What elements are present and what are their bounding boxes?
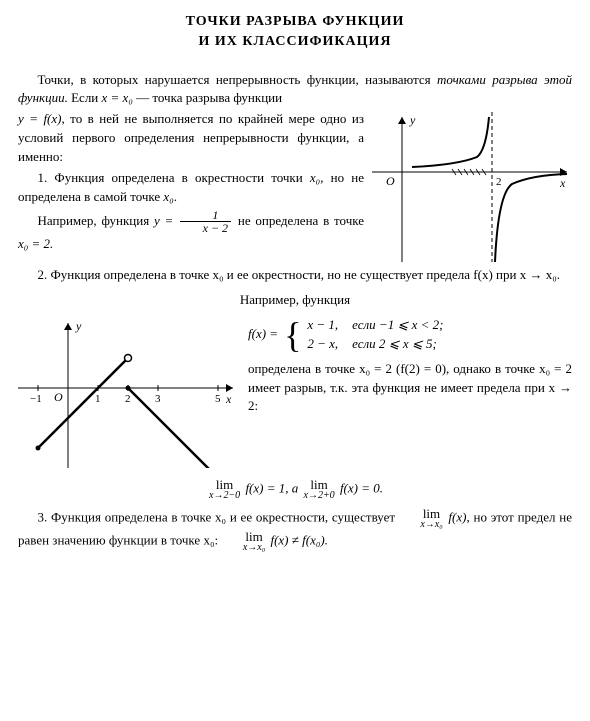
- intro-para: Точки, в которых нарушается непрерывност…: [18, 71, 572, 109]
- page-title: ТОЧКИ РАЗРЫВА ФУНКЦИИ И ИХ КЛАССИФИКАЦИЯ: [18, 12, 572, 53]
- case1-cond: если −1 ⩽ x < 2;: [352, 316, 443, 335]
- example-2-lead: Например, функция: [18, 291, 572, 310]
- item-3: 3. Функция определена в точке x₀ и ее ок…: [18, 507, 572, 553]
- text: Например, функция: [240, 292, 350, 307]
- text: 1. Функция определена в окрестности точк…: [38, 170, 310, 185]
- text: Например, функция: [38, 213, 155, 228]
- limits-line: limx→2−0 f(x) = 1, а limx→2+0 f(x) = 0.: [18, 478, 572, 501]
- svg-text:y: y: [75, 319, 82, 333]
- svg-text:x: x: [559, 176, 566, 190]
- fx: f(x) =: [248, 325, 278, 344]
- lim1-expr: f(x) = 1, а: [242, 480, 301, 495]
- graph-piecewise: O x y −1 1 2 3 5: [18, 318, 238, 468]
- fraction: 1x − 2: [180, 209, 231, 235]
- lim3: limx→x₀: [401, 507, 443, 530]
- lim3fx: f(x): [445, 509, 467, 524]
- x0b: x₀: [163, 189, 173, 204]
- text: Точки, в которых нарушается непрерывност…: [38, 72, 438, 87]
- text: — точка разрыва функции: [133, 90, 282, 105]
- eq-yfx: y = f(x): [18, 111, 61, 126]
- title-line-1: ТОЧКИ РАЗРЫВА ФУНКЦИИ: [18, 12, 572, 32]
- period: .: [174, 189, 177, 204]
- lim-right: limx→2+0: [304, 478, 335, 501]
- text: 3. Функция определена в точке x₀ и ее ок…: [38, 509, 399, 524]
- item-2: 2. Функция определена в точке x₀ и ее ок…: [18, 266, 572, 285]
- text: 2. Функция определена в точке x₀ и ее ок…: [38, 267, 561, 282]
- eq-y: y =: [154, 213, 178, 228]
- svg-text:O: O: [54, 390, 63, 404]
- cases: x − 1, если −1 ⩽ x < 2; 2 − x, если 2 ⩽ …: [307, 316, 443, 354]
- svg-text:y: y: [409, 113, 416, 127]
- svg-text:2: 2: [125, 393, 131, 405]
- title-line-2: И ИХ КЛАССИФИКАЦИЯ: [18, 32, 572, 52]
- case2-expr: 2 − x,: [307, 335, 338, 354]
- case1-expr: x − 1,: [307, 316, 338, 335]
- denominator: x − 2: [180, 222, 231, 235]
- svg-text:−1: −1: [30, 393, 42, 405]
- svg-text:2: 2: [496, 176, 502, 188]
- brace-icon: {: [284, 317, 301, 353]
- lim2-expr: f(x) = 0.: [337, 480, 383, 495]
- svg-text:O: O: [386, 174, 395, 188]
- text: , то в ней не выполняется по крайней мер…: [18, 111, 364, 164]
- piecewise-definition: f(x) = { x − 1, если −1 ⩽ x < 2; 2 − x, …: [248, 316, 572, 354]
- eq-xx0: x = x₀: [102, 90, 133, 105]
- lim4-expr: f(x) ≠ f(x₀).: [267, 532, 328, 547]
- graph-hyperbola: O x y 2: [372, 112, 572, 262]
- svg-text:1: 1: [95, 393, 101, 405]
- svg-text:5: 5: [215, 393, 221, 405]
- eq-x02: x₀ = 2.: [18, 236, 53, 251]
- x0: x₀: [310, 170, 320, 185]
- svg-text:3: 3: [155, 393, 161, 405]
- text: определена в точке x₀ = 2 (f(2) = 0), од…: [248, 361, 572, 414]
- lim4: limx→x₀: [223, 530, 265, 553]
- svg-text:x: x: [225, 392, 232, 406]
- text: не определена в точке: [238, 213, 364, 228]
- numerator: 1: [180, 209, 231, 223]
- text: Если: [68, 90, 102, 105]
- lim-left: limx→2−0: [209, 478, 240, 501]
- case2-cond: если 2 ⩽ x ⩽ 5;: [352, 335, 437, 354]
